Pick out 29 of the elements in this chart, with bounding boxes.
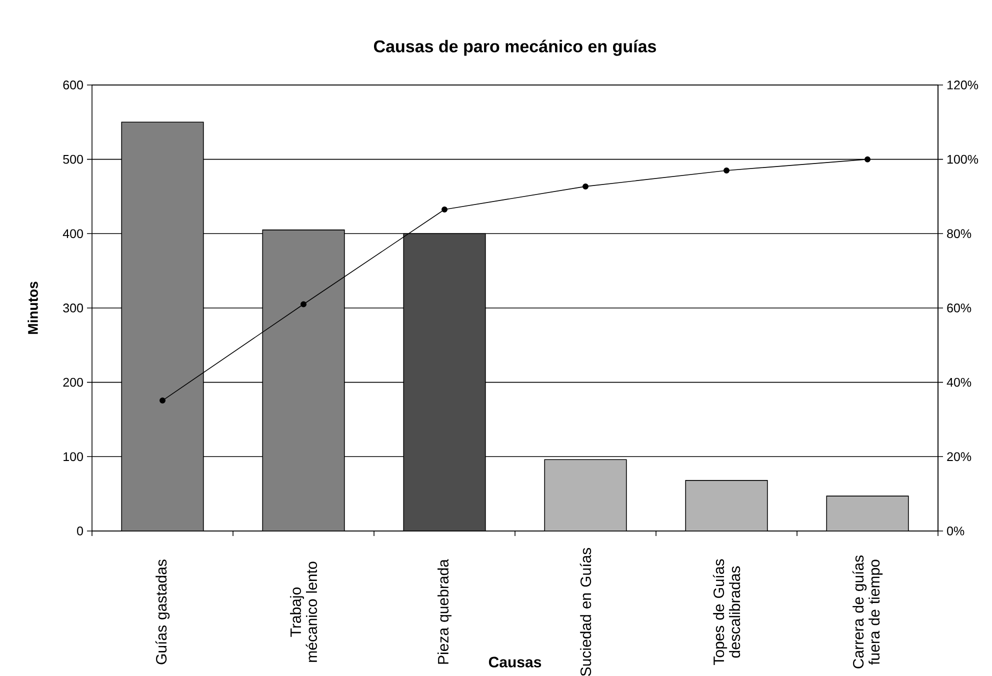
x-tick-label: Carrera de guías fuera de tiempo [852,555,883,668]
y-tick-label: 300 [63,304,83,312]
x-axis-title: Causas [488,656,542,668]
point [442,206,448,212]
y2-tick-label: 40% [946,378,972,387]
y-tick-label: 400 [62,229,83,238]
y2-tick-label: 0% [947,526,964,536]
x-tick-label: Suciedad en Guías [580,548,592,676]
x-tick-label: Topes de Guías descalibradas [712,559,740,666]
y-tick-label: 600 [63,80,83,90]
point [582,183,589,190]
point [160,398,166,404]
y2-tick-label: 100% [947,154,978,164]
point [864,156,871,162]
point [300,301,307,308]
chart-title: Causas de paro mecánico en guías [374,40,656,56]
y2-tick-label: 60% [947,304,972,312]
x-tick-label: Trabajo mécanico lento [290,562,318,662]
y2-tick-label: 80% [947,229,972,238]
x-tick-label: Guías gastadas [155,560,170,664]
x-tick-label: Pieza quebrada [438,559,452,664]
point [724,167,730,174]
y-tick-label: 0 [77,526,84,536]
y-axis-title: Minutos [28,282,38,334]
y-tick-label: 100 [64,452,83,462]
y-tick-label: 500 [63,154,83,164]
y-tick-label: 200 [63,378,83,387]
y2-tick-label: 120% [947,80,978,90]
y2-tick-label: 20% [947,452,972,462]
